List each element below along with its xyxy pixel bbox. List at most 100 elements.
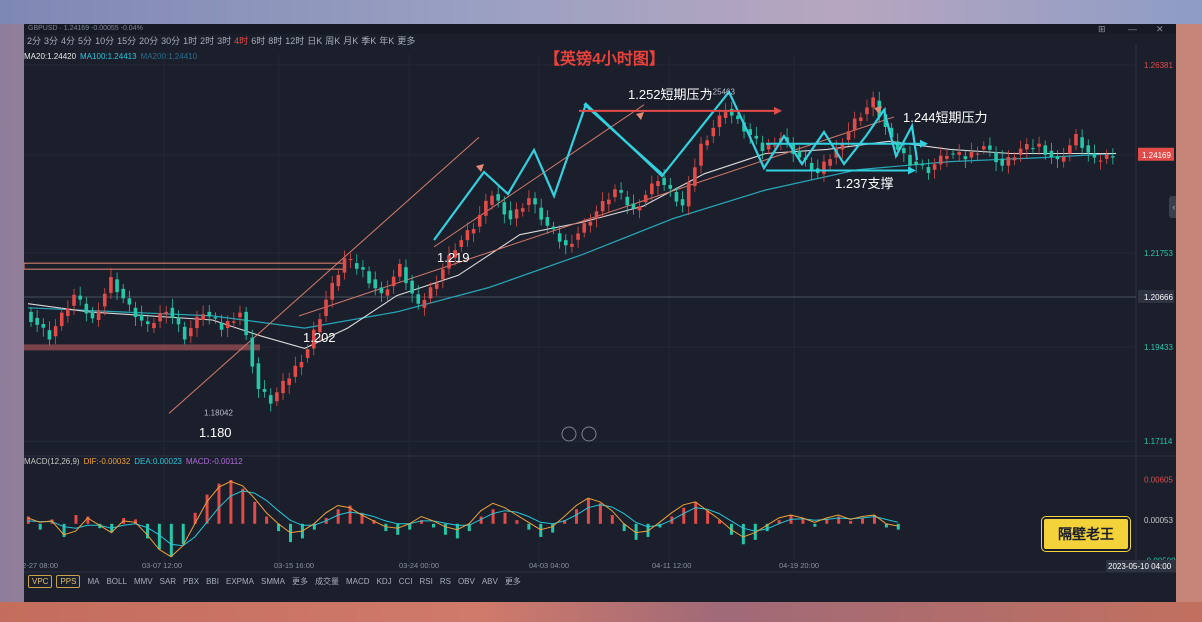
candle-body-28 [201,314,205,320]
indicator-item-13[interactable]: RSI [419,577,433,586]
arrow-resistance-1252-head [774,106,782,115]
candle-body-163 [1031,148,1035,150]
timeframe-18[interactable]: 季K [361,36,377,46]
timeframe-6[interactable]: 20分 [139,36,159,46]
candle-body-111 [711,127,716,137]
timeframe-1[interactable]: 3分 [44,36,59,46]
candle-body-129 [822,161,826,174]
candle-body-48 [324,299,328,316]
candle-body-39 [268,395,273,404]
trend-arrowhead-2 [874,106,882,114]
timeframe-19[interactable]: 年K [379,36,395,46]
indicator-item-9[interactable]: 成交量 [315,577,339,586]
indicator-item-0[interactable]: MA [87,577,100,586]
candle-body-3 [47,330,52,340]
indicator-item-15[interactable]: OBV [457,577,475,586]
close-icon[interactable]: ✕ [1156,24,1164,34]
indicator-item-4[interactable]: PBX [183,577,200,586]
candle-body-16 [127,298,132,305]
trendline-rising-3 [433,104,645,248]
timeframe-20[interactable]: 更多 [397,36,416,46]
indicator-item-7[interactable]: SMMA [261,577,285,586]
timeframe-13[interactable]: 8时 [268,36,283,46]
support-zone-1194 [24,344,260,351]
candle-body-127 [809,162,814,171]
timeframe-5[interactable]: 15分 [117,36,137,46]
macd-bar-40 [503,512,507,524]
candle-body-92 [594,211,599,219]
macd-bar-4 [74,515,78,524]
indicator-item-2[interactable]: MMV [133,577,153,586]
timeframe-16[interactable]: 周K [325,36,341,46]
timeframe-7[interactable]: 30分 [161,36,181,46]
candle-body-143 [908,154,912,166]
candle-body-149 [945,155,949,159]
candle-body-85 [551,226,556,230]
indicator-item-8[interactable]: 更多 [292,577,308,586]
candle-body-49 [330,282,334,300]
replay-button-1[interactable] [581,426,597,442]
timeframe-9[interactable]: 2时 [200,36,215,46]
indicator-item-12[interactable]: CCI [398,577,413,586]
ma-legend: MA20:1.24420 MA100:1.24413 MA200:1.24410 [24,51,201,63]
indicator-item-1[interactable]: BOLL [106,577,127,586]
macd-bar-62 [765,523,769,532]
candle-body-142 [902,148,906,154]
candle-body-1 [35,317,39,325]
timeframe-2[interactable]: 4分 [61,36,76,46]
candle-body-172 [1086,145,1091,153]
indicator-item-5[interactable]: BBI [206,577,219,586]
timeframe-8[interactable]: 1时 [183,36,198,46]
chart-canvas[interactable]: 1.18042 1.25463 1.26381 1.24169 1.21753 1.206… [24,24,1176,602]
arrow-resistance-1244-head [920,139,928,148]
indicator-item-10[interactable]: MACD [346,577,370,586]
macd-bar-24 [312,523,316,530]
replay-button-0[interactable] [561,426,577,442]
minimize-icon[interactable]: — [1128,24,1137,34]
candle-body-30 [213,317,218,319]
collapse-panel-handle[interactable]: ‹ [1169,196,1176,218]
macd-legend-item-3: MACD:-0.00112 [185,457,243,466]
candle-body-5 [59,312,64,327]
candle-body-42 [287,378,291,385]
timeframe-0[interactable]: 2分 [27,36,42,46]
candle-body-120 [766,143,771,150]
macd-bar-3 [62,523,66,537]
candle-body-79 [514,209,519,219]
candle-body-21 [158,312,162,322]
candle-body-38 [262,389,267,392]
timeframe-15[interactable]: 日K [307,36,323,46]
macd-bar-65 [801,517,805,524]
candle-body-174 [1098,160,1103,162]
time-axis-label-0: 02-27 08:00 [24,561,58,570]
timeframe-17[interactable]: 月K [343,36,359,46]
candle-body-100 [643,194,648,203]
candle-body-135 [859,117,863,122]
macd-bar-58 [718,520,722,524]
candle-body-161 [1018,148,1023,155]
indicator-item-16[interactable]: ABV [481,577,498,586]
ma-legend-item-1: MA100:1.24413 [80,52,137,61]
candle-body-108 [693,167,697,186]
indicator-item-17[interactable]: 更多 [504,577,521,586]
candle-body-112 [717,115,722,128]
macd-bar-27 [348,505,352,524]
candle-body-35 [244,311,248,336]
candle-body-166 [1049,150,1054,158]
timeframe-10[interactable]: 3时 [217,36,232,46]
timeframe-4[interactable]: 10分 [95,36,115,46]
indicator-pill-vpc[interactable]: VPC [28,575,53,588]
tile-icon[interactable]: ⊞ [1098,24,1106,34]
indicator-item-14[interactable]: RS [439,577,451,586]
indicator-item-3[interactable]: SAR [159,577,177,586]
indicator-item-6[interactable]: EXPMA [225,577,254,586]
candle-body-153 [969,151,974,158]
timeframe-11[interactable]: 4时 [234,36,249,46]
timeframe-3[interactable]: 5分 [78,36,93,46]
macd-bar-9 [134,519,138,524]
timeframe-14[interactable]: 12时 [285,36,305,46]
macd-bar-12 [169,523,173,557]
indicator-item-11[interactable]: KDJ [376,577,392,586]
timeframe-12[interactable]: 6时 [251,36,266,46]
indicator-pill-pps[interactable]: PPS [56,575,81,588]
